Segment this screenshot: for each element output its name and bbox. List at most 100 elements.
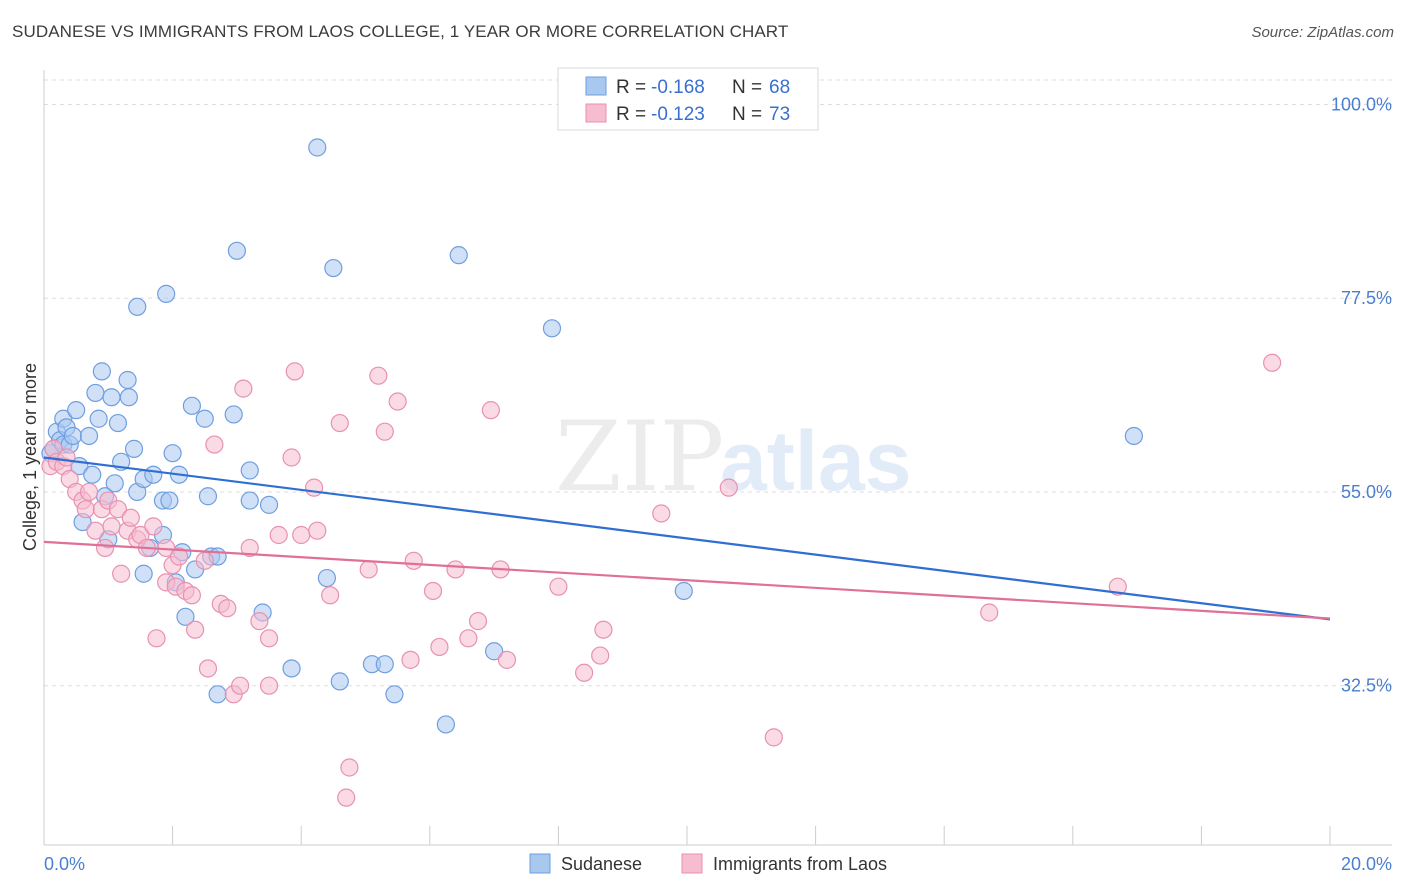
x-tick-label-min: 0.0% xyxy=(44,854,85,874)
point-laos-44 xyxy=(269,525,288,545)
point-laos-10 xyxy=(86,521,105,540)
x-ticks xyxy=(43,826,1331,845)
point-sudanese-50 xyxy=(240,491,259,510)
point-laos-58 xyxy=(401,650,420,669)
legend-swatch-sudanese xyxy=(585,76,607,96)
correlation-legend: R = -0.168 N = 68 R = -0.123 N = 73 xyxy=(557,67,819,131)
point-laos-77 xyxy=(1263,353,1282,372)
series-legend-swatch-laos xyxy=(681,853,703,874)
point-sudanese-43 xyxy=(198,487,218,506)
point-sudanese-64 xyxy=(674,581,693,601)
point-laos-63 xyxy=(459,629,478,648)
point-sudanese-40 xyxy=(176,607,195,626)
point-laos-49 xyxy=(308,521,327,540)
point-laos-59 xyxy=(404,551,423,570)
series-legend-label-laos: Immigrants from Laos xyxy=(713,854,887,874)
point-sudanese-31 xyxy=(144,465,163,484)
point-laos-73 xyxy=(719,478,738,497)
point-laos-74 xyxy=(764,728,783,747)
point-sudanese-60 xyxy=(436,715,455,734)
point-laos-50 xyxy=(321,586,340,605)
point-sudanese-27 xyxy=(128,297,147,316)
point-sudanese-36 xyxy=(163,444,182,463)
point-laos-42 xyxy=(259,629,279,648)
point-laos-16 xyxy=(112,564,131,583)
point-sudanese-20 xyxy=(105,474,124,493)
point-sudanese-52 xyxy=(259,495,279,514)
point-sudanese-62 xyxy=(485,642,504,661)
point-laos-34 xyxy=(205,435,224,454)
data-points xyxy=(41,138,1282,807)
point-laos-48 xyxy=(304,478,324,497)
point-sudanese-13 xyxy=(83,465,102,484)
point-laos-36 xyxy=(218,599,237,618)
watermark-zip: ZIP xyxy=(555,401,724,513)
y-tick-label-0: 32.5% xyxy=(1341,676,1392,696)
point-sudanese-55 xyxy=(324,258,343,278)
series-legend-label-sudanese: Sudanese xyxy=(561,854,642,874)
legend-n-label-1: N = xyxy=(732,77,762,98)
point-laos-30 xyxy=(182,586,201,605)
point-laos-57 xyxy=(388,392,407,411)
legend-n-value-2: 73 xyxy=(769,104,790,125)
point-sudanese-65 xyxy=(1124,426,1143,446)
x-tick-label-max: 20.0% xyxy=(1341,854,1392,874)
legend-r-label-2: R = xyxy=(616,104,646,125)
watermark: ZIP atlas xyxy=(555,401,911,513)
point-laos-45 xyxy=(282,448,301,467)
point-sudanese-35 xyxy=(160,491,179,510)
point-sudanese-45 xyxy=(208,685,227,704)
point-laos-28 xyxy=(169,547,189,566)
point-laos-32 xyxy=(195,551,214,570)
series-legend: Sudanese Immigrants from Laos xyxy=(529,853,887,874)
point-sudanese-42 xyxy=(195,409,214,428)
point-laos-68 xyxy=(549,577,568,596)
point-laos-41 xyxy=(250,612,269,631)
point-sudanese-19 xyxy=(102,388,121,407)
point-laos-33 xyxy=(198,659,218,678)
point-laos-31 xyxy=(186,620,205,639)
point-sudanese-47 xyxy=(224,405,243,424)
point-laos-54 xyxy=(359,560,378,579)
point-laos-70 xyxy=(591,646,610,665)
point-sudanese-41 xyxy=(182,396,201,415)
point-sudanese-24 xyxy=(119,388,138,407)
chart-source: Source: ZipAtlas.com xyxy=(1251,24,1394,41)
point-laos-15 xyxy=(108,500,128,519)
point-sudanese-21 xyxy=(108,413,128,433)
point-laos-46 xyxy=(285,362,304,381)
legend-r-label-1: R = xyxy=(616,77,646,98)
point-sudanese-63 xyxy=(542,319,562,338)
point-sudanese-59 xyxy=(385,685,404,704)
point-sudanese-29 xyxy=(134,564,153,583)
point-sudanese-56 xyxy=(330,672,349,691)
y-tick-label-3: 100.0% xyxy=(1331,94,1392,114)
point-sudanese-15 xyxy=(89,409,108,428)
point-sudanese-49 xyxy=(240,461,259,480)
point-laos-40 xyxy=(240,538,259,558)
y-tick-label-2: 77.5% xyxy=(1341,288,1392,308)
point-laos-71 xyxy=(594,620,613,639)
point-sudanese-16 xyxy=(92,362,111,381)
point-sudanese-14 xyxy=(86,383,105,403)
point-laos-4 xyxy=(57,448,76,467)
trend-line-laos xyxy=(43,540,1331,620)
point-laos-43 xyxy=(259,676,279,695)
trend-line-sudanese xyxy=(43,456,1331,621)
point-laos-61 xyxy=(430,637,449,657)
point-laos-8 xyxy=(76,500,95,519)
point-laos-56 xyxy=(375,422,394,441)
legend-r-value-1: -0.168 xyxy=(651,77,705,98)
point-laos-38 xyxy=(231,676,250,695)
point-laos-12 xyxy=(95,538,115,558)
legend-n-label-2: N = xyxy=(732,104,762,125)
y-tick-labels: 32.5% 55.0% 77.5% 100.0% xyxy=(1331,94,1392,695)
point-laos-18 xyxy=(121,508,140,527)
point-laos-53 xyxy=(340,758,359,777)
point-sudanese-9 xyxy=(67,401,86,420)
point-sudanese-53 xyxy=(282,659,301,678)
point-laos-65 xyxy=(481,401,500,420)
trend-lines xyxy=(43,456,1331,621)
point-sudanese-61 xyxy=(449,246,468,265)
